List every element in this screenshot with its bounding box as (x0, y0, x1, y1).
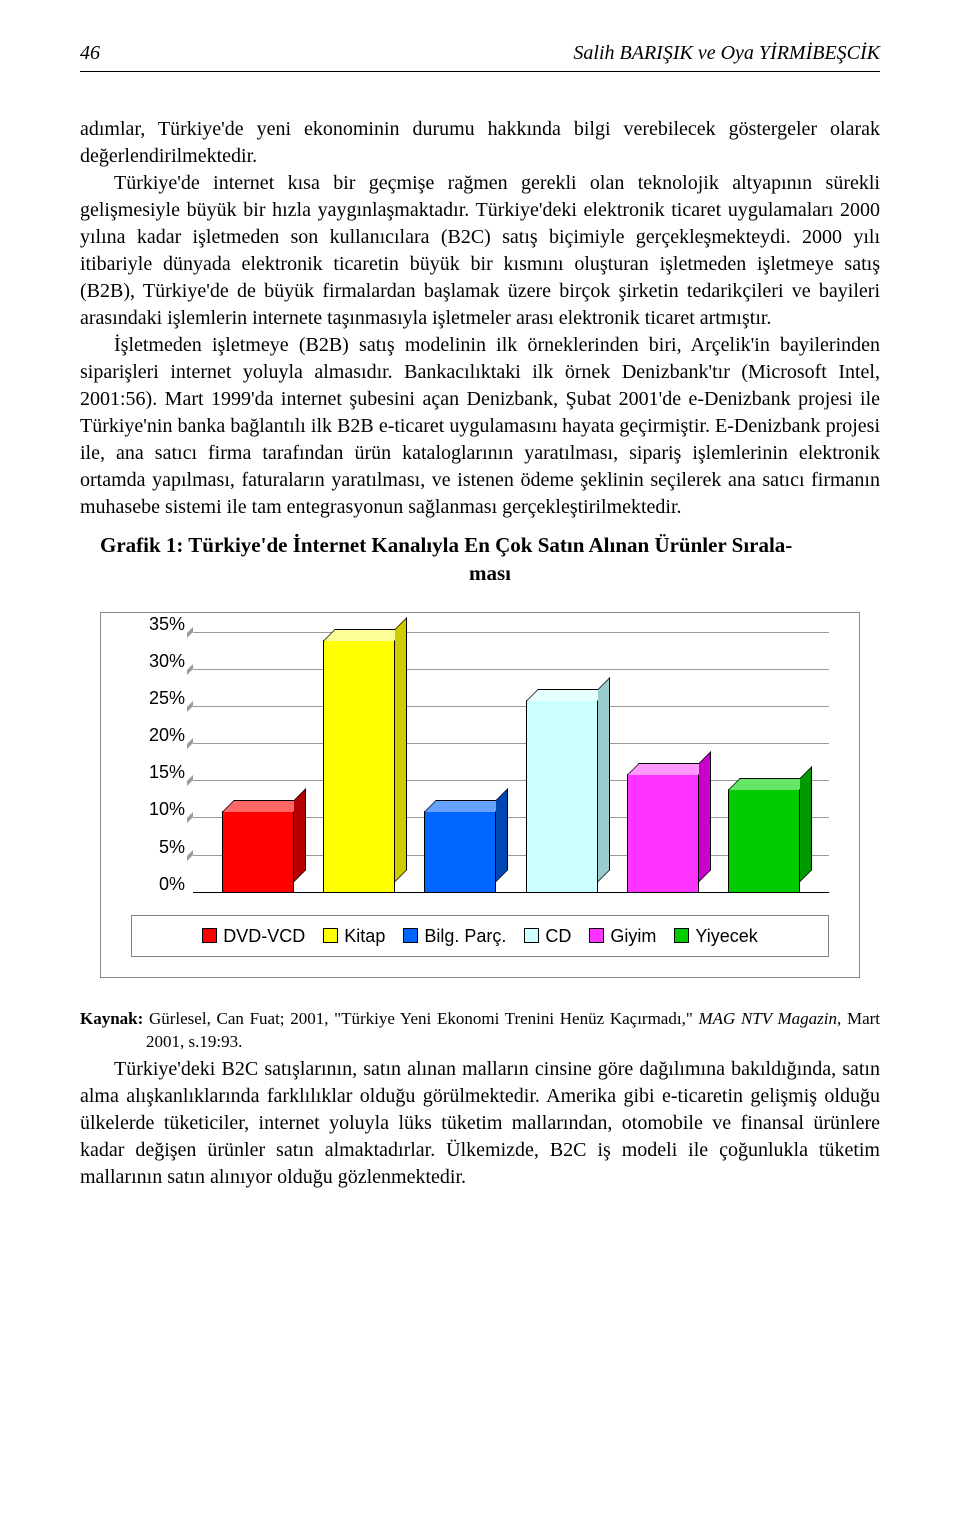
chart-title-line2: ması (100, 559, 880, 587)
legend-swatch (589, 928, 604, 943)
legend-label: Giyim (610, 924, 656, 948)
legend-item: Bilg. Parç. (403, 924, 506, 948)
chart-container: 35%30%25%20%15%10%5%0% DVD-VCD Kitap Bilg.… (100, 612, 860, 978)
page-header: 46 Salih BARIŞIK ve Oya YİRMİBEŞCİK (80, 40, 880, 72)
legend-item: Yiyecek (674, 924, 757, 948)
legend-item: CD (524, 924, 571, 948)
kaynak-label: Kaynak: (80, 1009, 143, 1028)
legend-label: Kitap (344, 924, 385, 948)
bars-region (193, 633, 829, 893)
chart-box: 35%30%25%20%15%10%5%0% DVD-VCD Kitap Bilg.… (100, 612, 860, 978)
legend-label: Bilg. Parç. (424, 924, 506, 948)
gridline (193, 669, 829, 670)
kaynak-text-before: Gürlesel, Can Fuat; 2001, "Türkiye Yeni … (143, 1009, 698, 1028)
legend-item: Kitap (323, 924, 385, 948)
gridline (193, 632, 829, 633)
legend-swatch (403, 928, 418, 943)
chart-title-line1: Grafik 1: Türkiye'de İnternet Kanalıyla … (100, 533, 792, 557)
legend-swatch (524, 928, 539, 943)
legend-swatch (674, 928, 689, 943)
gridline (193, 706, 829, 707)
paragraph-after-kaynak: Türkiye'deki B2C satışlarının, satın alı… (80, 1056, 880, 1191)
legend-label: DVD-VCD (223, 924, 305, 948)
plot-area: 35%30%25%20%15%10%5%0% (131, 633, 829, 893)
bar-cd (526, 700, 598, 893)
bar-bilg-par- (424, 811, 496, 893)
kaynak-italic: MAG NTV Magazin (698, 1009, 837, 1028)
legend-swatch (202, 928, 217, 943)
bar-giyim (627, 774, 699, 893)
bar-kitap (323, 640, 395, 893)
legend-label: CD (545, 924, 571, 948)
chart-legend: DVD-VCD Kitap Bilg. Parç. CD Giyim Yiyecek (131, 915, 829, 957)
bar-dvd-vcd (222, 811, 294, 893)
header-authors: Salih BARIŞIK ve Oya YİRMİBEŞCİK (573, 40, 880, 67)
chart-title: Grafik 1: Türkiye'de İnternet Kanalıyla … (80, 531, 880, 588)
paragraph-3: İşletmeden işletmeye (B2B) satış modelin… (80, 332, 880, 521)
gridline (193, 780, 829, 781)
bar-yiyecek (728, 789, 800, 893)
paragraph-1: adımlar, Türkiye'de yeni ekonominin duru… (80, 116, 880, 170)
paragraph-2: Türkiye'de internet kısa bir geçmişe rağ… (80, 170, 880, 332)
legend-label: Yiyecek (695, 924, 757, 948)
gridline (193, 743, 829, 744)
legend-swatch (323, 928, 338, 943)
kaynak: Kaynak: Gürlesel, Can Fuat; 2001, "Türki… (80, 1008, 880, 1054)
legend-item: Giyim (589, 924, 656, 948)
page-number: 46 (80, 40, 100, 67)
legend-item: DVD-VCD (202, 924, 305, 948)
y-axis: 35%30%25%20%15%10%5%0% (131, 633, 193, 893)
